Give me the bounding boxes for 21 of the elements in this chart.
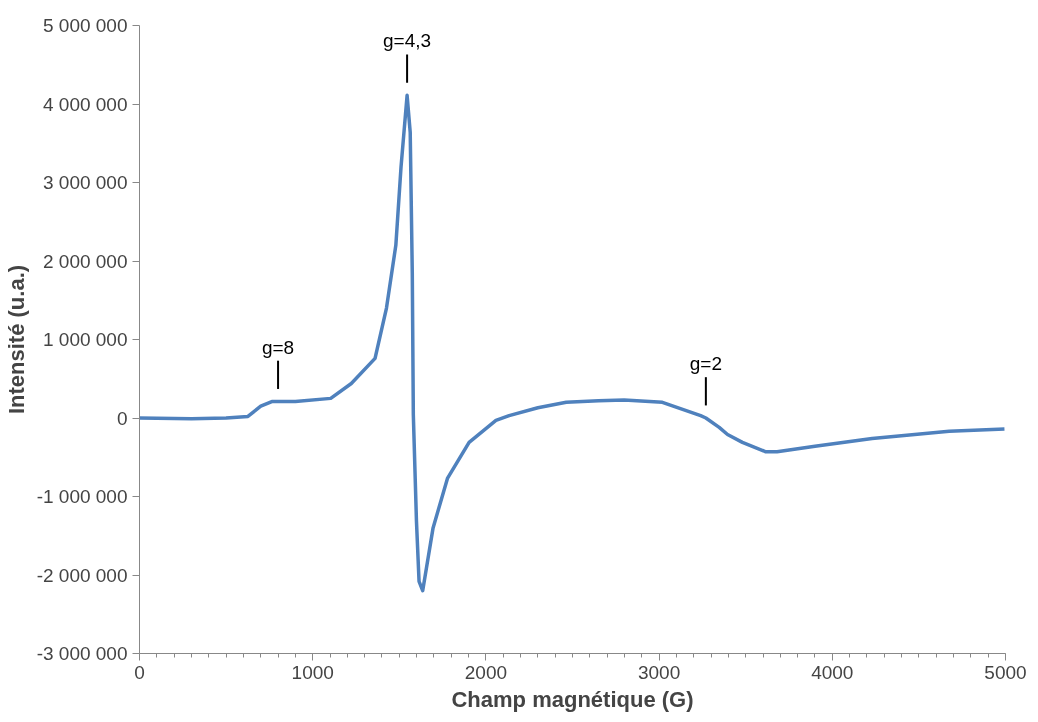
y-tick-label: 0 <box>116 407 128 429</box>
x-tick-label: 0 <box>134 661 145 683</box>
y-tick-label: 1 000 000 <box>42 329 128 350</box>
x-tick-label: 2000 <box>464 661 508 683</box>
annotation: g=4,3 <box>383 30 432 52</box>
annotation: g=2 <box>689 353 722 375</box>
y-axis-title: Intensité (u.a.) <box>3 264 29 415</box>
x-tick-label: 3000 <box>637 661 681 683</box>
y-tick-label: -2 000 000 <box>36 564 128 586</box>
y-tick-label: -3 000 000 <box>36 643 128 664</box>
annotation: g=8 <box>261 336 295 358</box>
y-tick-label: 4 000 000 <box>42 93 128 115</box>
line-series <box>139 93 1006 593</box>
y-tick-label: 2 000 000 <box>42 250 128 272</box>
y-tick-label: 3 000 000 <box>42 172 128 193</box>
x-tick-label: 4000 <box>811 661 854 683</box>
y-tick-label: 5 000 000 <box>42 15 128 36</box>
y-tick-label: -1 000 000 <box>36 486 128 507</box>
x-tick-label: 1000 <box>291 661 334 683</box>
x-tick-label: 5000 <box>984 661 1027 683</box>
x-axis-title: Champ magnétique (G) <box>451 686 694 712</box>
